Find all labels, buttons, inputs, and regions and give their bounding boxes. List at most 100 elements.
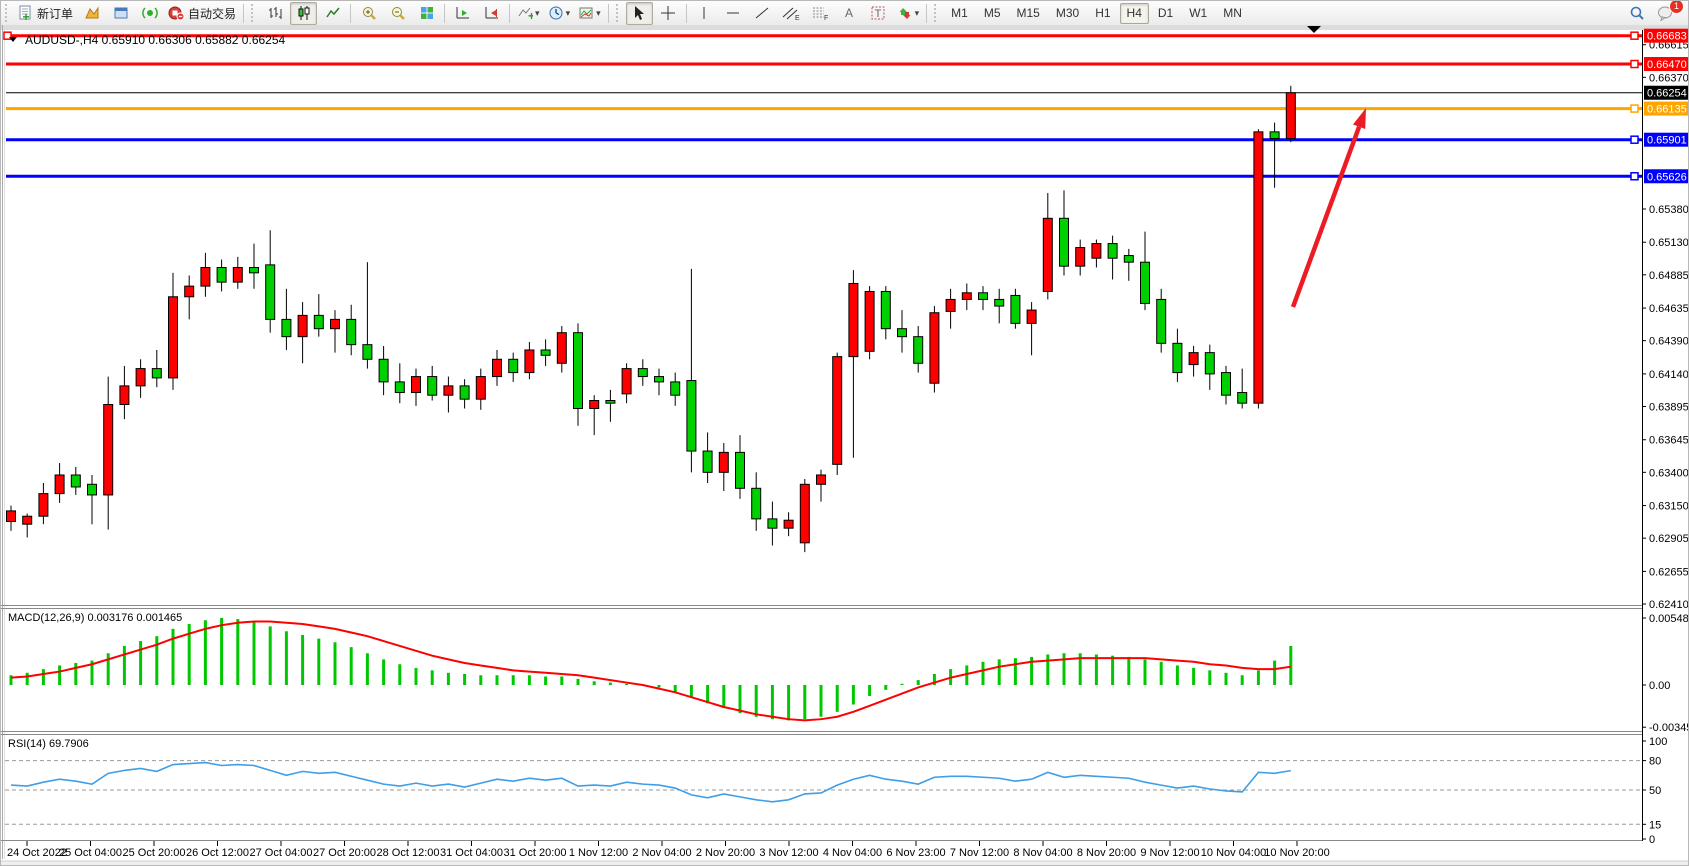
dropdown-caret-icon: ▾	[565, 7, 571, 18]
candle-bullish	[864, 290, 875, 352]
candle-bullish	[168, 296, 178, 379]
line-chart-button[interactable]	[319, 2, 346, 25]
candle-bearish	[313, 314, 324, 330]
timeframe-button-h4[interactable]: H4	[1119, 2, 1149, 24]
search-icon	[1630, 6, 1644, 20]
candle-bearish	[767, 518, 778, 529]
arrows-button[interactable]: ▾	[894, 2, 923, 25]
status-strip	[1, 861, 1688, 865]
candle-bullish	[475, 376, 486, 400]
fibonacci-button[interactable]: F	[807, 2, 834, 25]
toolbar-grip[interactable]	[934, 4, 941, 22]
candle-bullish	[1042, 217, 1053, 292]
tile-windows-button[interactable]	[413, 2, 440, 25]
toolbar-grip[interactable]	[615, 4, 623, 22]
toolbar-grip[interactable]	[251, 4, 258, 22]
candle-bullish	[1188, 352, 1199, 366]
candle-bearish	[686, 380, 697, 452]
date-label: 10 Nov 04:00	[1201, 847, 1266, 859]
charts-button[interactable]	[78, 2, 105, 25]
zoom-out-icon	[391, 7, 405, 20]
price-line-badge-label: 0.65626	[1647, 171, 1687, 183]
indicators-button[interactable]: + ▾	[514, 2, 543, 25]
candle-bearish	[637, 368, 648, 378]
candle-bearish	[459, 385, 470, 400]
symbol-dropdown-icon[interactable]	[9, 37, 17, 42]
timeframe-button-w1[interactable]: W1	[1189, 6, 1208, 20]
date-label: 7 Nov 12:00	[950, 847, 1009, 859]
line-end-marker	[1630, 59, 1639, 69]
crosshair-button[interactable]	[655, 2, 682, 25]
candle-bearish	[70, 474, 81, 488]
price-tick-label: 0.65380	[1649, 204, 1689, 216]
candle-bearish	[1059, 217, 1069, 267]
candle-bullish	[832, 356, 843, 465]
line-chart-icon	[325, 7, 340, 18]
profiles-button[interactable]	[107, 2, 134, 25]
vertical-line-button[interactable]	[691, 2, 718, 25]
dropdown-caret-icon: ▾	[914, 7, 920, 18]
chart-shift-button[interactable]	[478, 2, 505, 25]
price-line-badge-label: 0.66254	[1647, 88, 1687, 100]
text-label-button[interactable]: T	[865, 2, 892, 25]
zoom-out-button[interactable]	[384, 2, 411, 25]
candle-bearish	[913, 336, 924, 364]
candle-bullish	[929, 312, 940, 384]
candle-bullish	[38, 493, 49, 517]
toolbar-separator	[607, 3, 609, 23]
chart-area[interactable]: AUDUSD-,H4 0.65910 0.66306 0.65882 0.662…	[1, 25, 1689, 865]
rsi-axis-label: 0	[1649, 834, 1655, 846]
line-start-marker	[3, 31, 12, 40]
price-tick-label: 0.64390	[1649, 336, 1689, 348]
candle-bullish	[135, 368, 146, 387]
candle-bearish	[346, 318, 357, 346]
candle-bullish	[1091, 243, 1102, 259]
timeframe-button-h1[interactable]: H1	[1095, 6, 1111, 20]
timeframe-button-mn[interactable]: MN	[1223, 6, 1242, 20]
vertical-line-icon	[703, 7, 705, 19]
timeframe-button-m1[interactable]: M1	[951, 6, 968, 20]
date-label: 2 Nov 20:00	[696, 847, 755, 859]
horizontal-line-button[interactable]	[720, 2, 747, 25]
equidistant-channel-button[interactable]: E	[778, 2, 805, 25]
candle-bullish	[232, 267, 243, 283]
candle-bearish	[1172, 342, 1183, 374]
horizontal-line-icon	[727, 12, 740, 14]
candlestick-chart-button[interactable]	[290, 1, 318, 25]
signals-button[interactable]	[136, 2, 163, 25]
auto-scroll-button[interactable]	[449, 2, 476, 25]
date-label: 31 Oct 04:00	[440, 847, 503, 859]
trend-arrow-annotation[interactable]	[1290, 126, 1362, 308]
date-label: 25 Oct 20:00	[123, 847, 186, 859]
auto-trading-button[interactable]: 自动交易	[165, 2, 239, 25]
price-tick-label: 0.62655	[1649, 566, 1689, 578]
zoom-in-button[interactable]	[355, 2, 382, 25]
bar-chart-button[interactable]	[261, 2, 288, 25]
chart-shift-marker[interactable]	[1307, 26, 1321, 33]
date-label: 27 Oct 04:00	[250, 847, 313, 859]
periods-button[interactable]: ▾	[545, 2, 574, 25]
line-end-marker	[1630, 31, 1639, 40]
date-label: 31 Oct 20:00	[504, 847, 567, 859]
timeframe-button-m30[interactable]: M30	[1055, 6, 1080, 20]
bar-chart-icon	[268, 7, 282, 19]
candle-bearish	[265, 264, 276, 320]
trendline-button[interactable]	[749, 2, 776, 25]
notifications-button[interactable]: 1	[1652, 1, 1684, 25]
new-order-button[interactable]: + 新订单	[15, 2, 76, 25]
toolbar-grip[interactable]	[5, 4, 12, 22]
timeframe-group: M1 M5 M15 M30 H1 H4 D1 W1 MN	[943, 2, 1250, 24]
search-button[interactable]	[1623, 2, 1650, 25]
templates-button[interactable]: ▾	[575, 2, 604, 25]
date-label: 2 Nov 04:00	[632, 847, 691, 859]
candle-bearish	[1237, 392, 1248, 404]
timeframe-button-m5[interactable]: M5	[983, 6, 1001, 20]
svg-text:A: A	[845, 6, 853, 20]
tile-windows-icon	[420, 7, 433, 19]
timeframe-button-d1[interactable]: D1	[1157, 6, 1174, 20]
text-button[interactable]: A	[836, 2, 863, 25]
candle-bullish	[961, 292, 972, 300]
candle-bullish	[1075, 247, 1086, 267]
timeframe-button-m15[interactable]: M15	[1016, 6, 1040, 20]
cursor-button[interactable]	[625, 1, 653, 25]
